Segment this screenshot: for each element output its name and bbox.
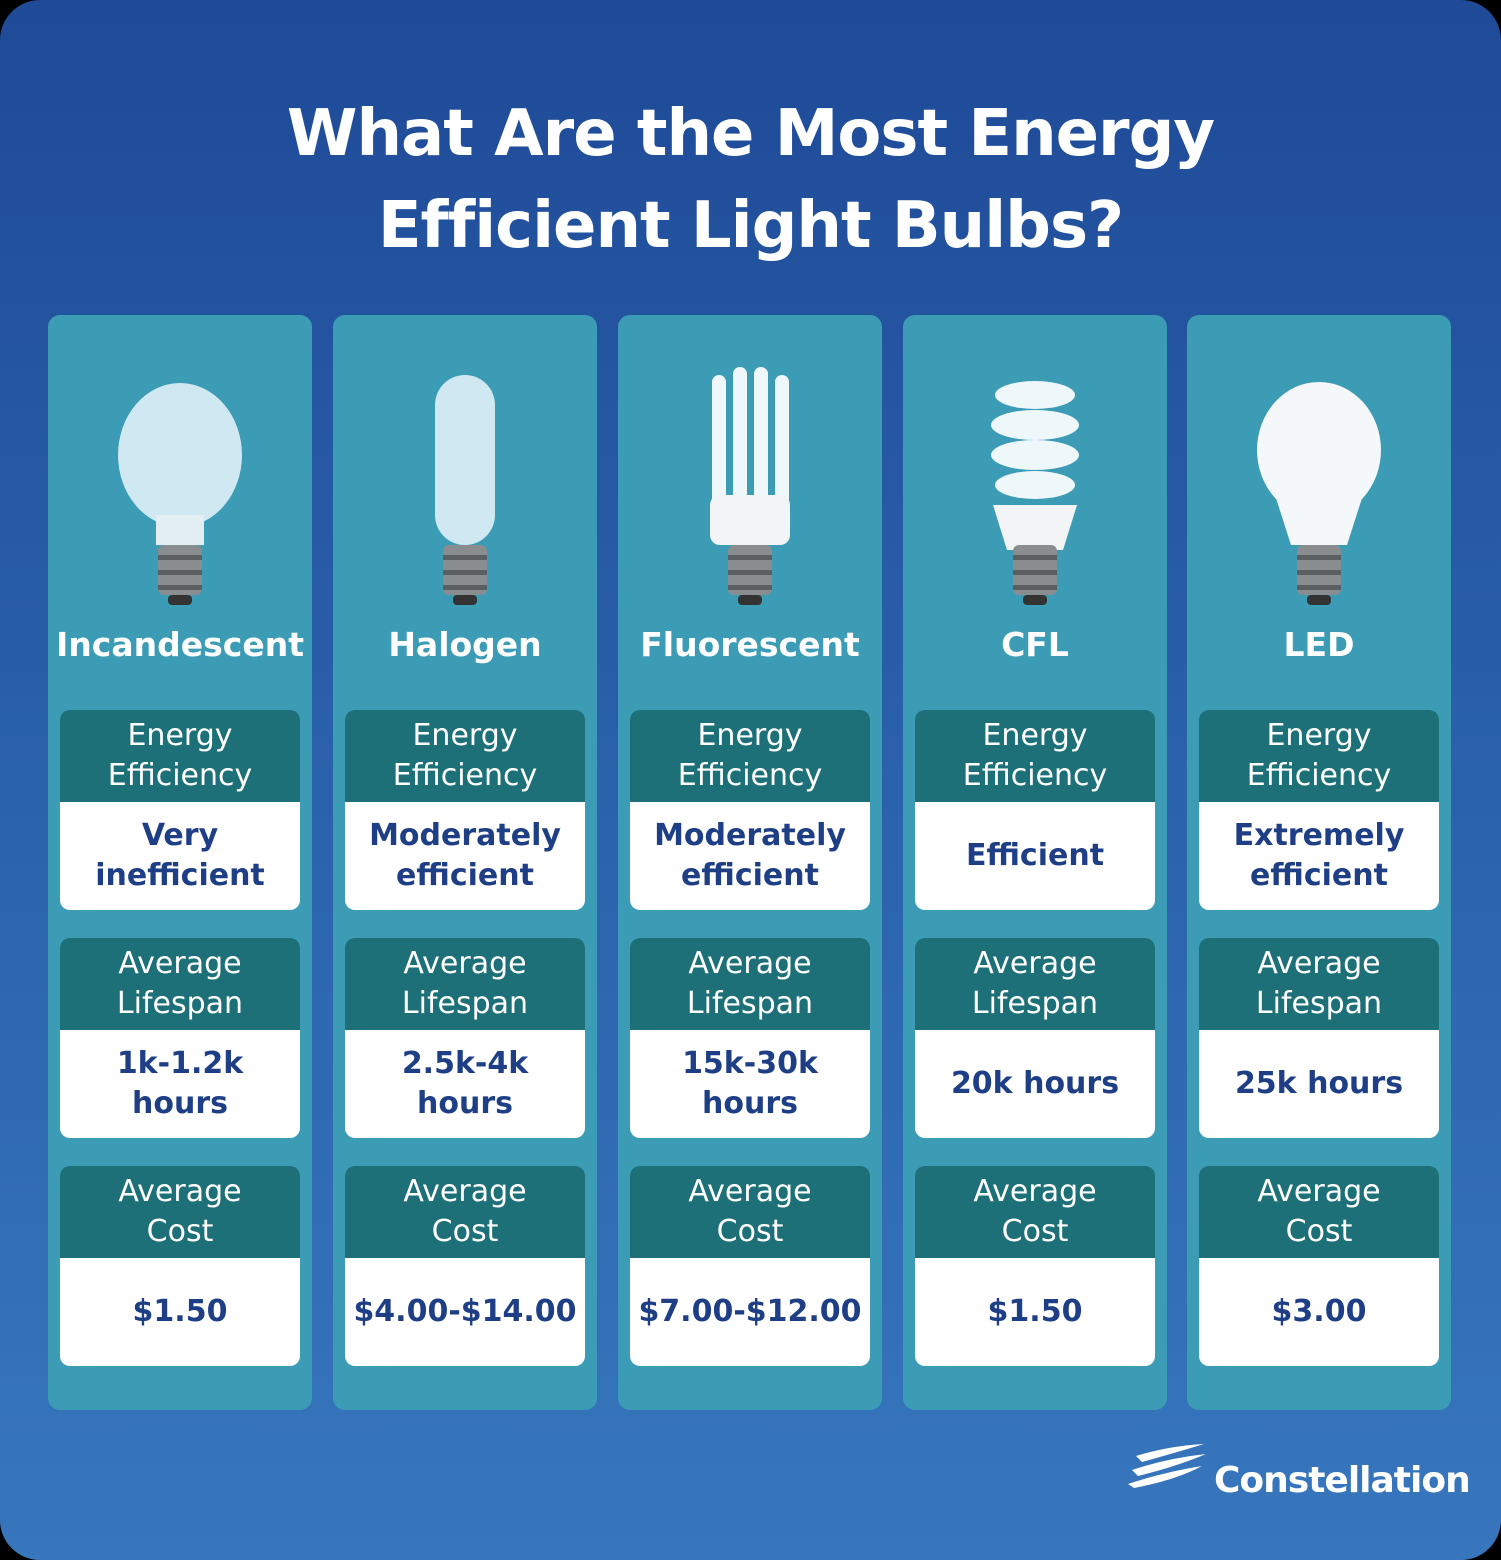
metric-card: Average Cost $3.00 <box>1199 1166 1439 1366</box>
metric-value: $1.50 <box>915 1258 1155 1366</box>
bulb-name: LED <box>1283 625 1355 664</box>
bulb-column: Halogen Energy Efficiency Moderately effic… <box>333 315 597 1410</box>
metric-label: Average Lifespan <box>1199 938 1439 1030</box>
metric-card: Energy Efficiency Efficient <box>915 710 1155 910</box>
logo-text: Constellation <box>1214 1460 1471 1501</box>
metric-label: Energy Efficiency <box>60 710 300 802</box>
metric-value: 25k hours <box>1199 1030 1439 1138</box>
metric-label: Average Cost <box>345 1166 585 1258</box>
metric-value: Efficient <box>915 802 1155 910</box>
bulb-image <box>991 381 1079 605</box>
metric-value: Moderately efficient <box>345 802 585 910</box>
bulb-column: Incandescent Energy Efficiency Very ineffi… <box>48 315 312 1410</box>
bulb-name: CFL <box>1001 625 1069 664</box>
metric-card: Energy Efficiency Very inefficient <box>60 710 300 910</box>
metric-card: Energy Efficiency Moderately efficient <box>345 710 585 910</box>
metric-label: Average Lifespan <box>630 938 870 1030</box>
bulb-image <box>710 367 790 605</box>
metric-label: Energy Efficiency <box>915 710 1155 802</box>
logo-icon <box>1128 1444 1206 1488</box>
bulb-name: Halogen <box>388 625 542 664</box>
metric-value: Extremely efficient <box>1199 802 1439 910</box>
metric-card: Average Lifespan 25k hours <box>1199 938 1439 1138</box>
metric-value: 15k-30k hours <box>630 1030 870 1138</box>
metric-value: $1.50 <box>60 1258 300 1366</box>
metric-card: Average Lifespan 1k-1.2k hours <box>60 938 300 1138</box>
bulb-image <box>1257 382 1381 605</box>
metric-label: Energy Efficiency <box>345 710 585 802</box>
metric-value: 1k-1.2k hours <box>60 1030 300 1138</box>
metric-label: Average Cost <box>60 1166 300 1258</box>
bulb-column: LED Energy Efficiency Extremely efficient A… <box>1187 315 1451 1410</box>
bulb-column: Fluorescent Energy Efficiency Moderately e… <box>618 315 882 1410</box>
metric-card: Average Cost $1.50 <box>60 1166 300 1366</box>
metric-value: $4.00-$14.00 <box>345 1258 585 1366</box>
metric-label: Energy Efficiency <box>630 710 870 802</box>
metric-value: 20k hours <box>915 1030 1155 1138</box>
metric-value: Moderately efficient <box>630 802 870 910</box>
metric-card: Energy Efficiency Extremely efficient <box>1199 710 1439 910</box>
metric-value: Very inefficient <box>60 802 300 910</box>
title: What Are the Most Energy Efficient Light… <box>286 97 1215 263</box>
metric-card: Energy Efficiency Moderately efficient <box>630 710 870 910</box>
metric-label: Average Cost <box>1199 1166 1439 1258</box>
metric-label: Energy Efficiency <box>1199 710 1439 802</box>
metric-label: Average Lifespan <box>345 938 585 1030</box>
metric-card: Average Lifespan 2.5k-4k hours <box>345 938 585 1138</box>
metric-card: Average Lifespan 15k-30k hours <box>630 938 870 1138</box>
metric-card: Average Cost $7.00-$12.00 <box>630 1166 870 1366</box>
metric-value: $7.00-$12.00 <box>630 1258 870 1366</box>
metric-label: Average Cost <box>630 1166 870 1258</box>
metric-card: Average Cost $1.50 <box>915 1166 1155 1366</box>
bulb-image <box>435 375 495 605</box>
bulb-column: CFL Energy Efficiency Efficient Average Lif… <box>903 315 1167 1410</box>
bulb-name: Incandescent <box>56 625 304 664</box>
metric-card: Average Lifespan 20k hours <box>915 938 1155 1138</box>
metric-card: Average Cost $4.00-$14.00 <box>345 1166 585 1366</box>
metric-label: Average Lifespan <box>60 938 300 1030</box>
bulb-image <box>118 383 242 605</box>
metric-label: Average Cost <box>915 1166 1155 1258</box>
bulb-name: Fluorescent <box>640 625 860 664</box>
metric-value: 2.5k-4k hours <box>345 1030 585 1138</box>
metric-label: Average Lifespan <box>915 938 1155 1030</box>
metric-value: $3.00 <box>1199 1258 1439 1366</box>
